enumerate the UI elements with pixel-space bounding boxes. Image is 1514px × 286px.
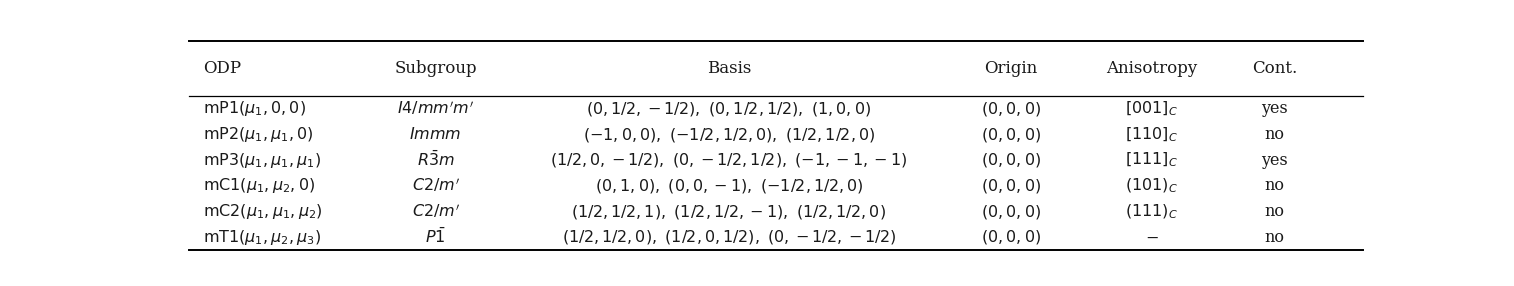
Text: $[001]_C$: $[001]_C$ <box>1125 100 1178 118</box>
Text: $(-1, 0, 0),\ (-1/2, 1/2, 0),\ (1/2, 1/2, 0)$: $(-1, 0, 0),\ (-1/2, 1/2, 0),\ (1/2, 1/2… <box>583 126 875 144</box>
Text: no: no <box>1264 203 1284 220</box>
Text: Cont.: Cont. <box>1252 60 1297 77</box>
Text: $(0,0,0)$: $(0,0,0)$ <box>981 177 1040 195</box>
Text: $(0,0,0)$: $(0,0,0)$ <box>981 100 1040 118</box>
Text: $I4/mm'm'$: $I4/mm'm'$ <box>397 100 474 118</box>
Text: $\mathrm{mC2}(\mu_1, \mu_1, \mu_2)$: $\mathrm{mC2}(\mu_1, \mu_1, \mu_2)$ <box>203 202 322 221</box>
Text: $(0,0,0)$: $(0,0,0)$ <box>981 202 1040 221</box>
Text: $(1/2, 1/2, 0),\ (1/2, 0, 1/2),\ (0, -1/2, -1/2)$: $(1/2, 1/2, 0),\ (1/2, 0, 1/2),\ (0, -1/… <box>562 228 896 246</box>
Text: $Immm$: $Immm$ <box>409 126 462 143</box>
Text: $(0,0,0)$: $(0,0,0)$ <box>981 228 1040 246</box>
Text: Origin: Origin <box>984 60 1037 77</box>
Text: $(1/2, 1/2, 1),\ (1/2, 1/2, -1),\ (1/2, 1/2, 0)$: $(1/2, 1/2, 1),\ (1/2, 1/2, -1),\ (1/2, … <box>571 202 887 221</box>
Text: no: no <box>1264 126 1284 143</box>
Text: $(111)_C$: $(111)_C$ <box>1125 202 1178 221</box>
Text: $\mathrm{mP1}(\mu_1, 0, 0)$: $\mathrm{mP1}(\mu_1, 0, 0)$ <box>203 99 306 118</box>
Text: $\mathrm{mP3}(\mu_1, \mu_1, \mu_1)$: $\mathrm{mP3}(\mu_1, \mu_1, \mu_1)$ <box>203 151 321 170</box>
Text: $[110]_C$: $[110]_C$ <box>1125 125 1178 144</box>
Text: Anisotropy: Anisotropy <box>1105 60 1198 77</box>
Text: $\mathrm{mP2}(\mu_1, \mu_1, 0)$: $\mathrm{mP2}(\mu_1, \mu_1, 0)$ <box>203 125 313 144</box>
Text: $C2/m'$: $C2/m'$ <box>412 202 460 221</box>
Text: $(0,0,0)$: $(0,0,0)$ <box>981 126 1040 144</box>
Text: $(0, 1/2, -1/2),\ (0, 1/2, 1/2),\ (1, 0, 0)$: $(0, 1/2, -1/2),\ (0, 1/2, 1/2),\ (1, 0,… <box>586 100 872 118</box>
Text: yes: yes <box>1261 152 1288 169</box>
Text: $(101)_C$: $(101)_C$ <box>1125 177 1178 195</box>
Text: $(1/2, 0, -1/2),\ (0, -1/2, 1/2),\ (-1, -1, -1)$: $(1/2, 0, -1/2),\ (0, -1/2, 1/2),\ (-1, … <box>550 151 908 169</box>
Text: Subgroup: Subgroup <box>394 60 477 77</box>
Text: $(0, 1, 0),\ (0, 0, -1),\ (-1/2, 1/2, 0)$: $(0, 1, 0),\ (0, 0, -1),\ (-1/2, 1/2, 0)… <box>595 177 863 195</box>
Text: no: no <box>1264 177 1284 194</box>
Text: $P\bar{1}$: $P\bar{1}$ <box>425 228 447 247</box>
Text: $R\bar{3}m$: $R\bar{3}m$ <box>416 151 454 170</box>
Text: $\mathrm{mT1}(\mu_1, \mu_2, \mu_3)$: $\mathrm{mT1}(\mu_1, \mu_2, \mu_3)$ <box>203 228 321 247</box>
Text: $-$: $-$ <box>1145 229 1158 246</box>
Text: $[111]_C$: $[111]_C$ <box>1125 151 1178 169</box>
Text: yes: yes <box>1261 100 1288 117</box>
Text: no: no <box>1264 229 1284 246</box>
Text: $C2/m'$: $C2/m'$ <box>412 177 460 195</box>
Text: $(0,0,0)$: $(0,0,0)$ <box>981 151 1040 169</box>
Text: $\mathrm{mC1}(\mu_1, \mu_2, 0)$: $\mathrm{mC1}(\mu_1, \mu_2, 0)$ <box>203 176 315 195</box>
Text: Basis: Basis <box>707 60 751 77</box>
Text: ODP: ODP <box>203 60 241 77</box>
